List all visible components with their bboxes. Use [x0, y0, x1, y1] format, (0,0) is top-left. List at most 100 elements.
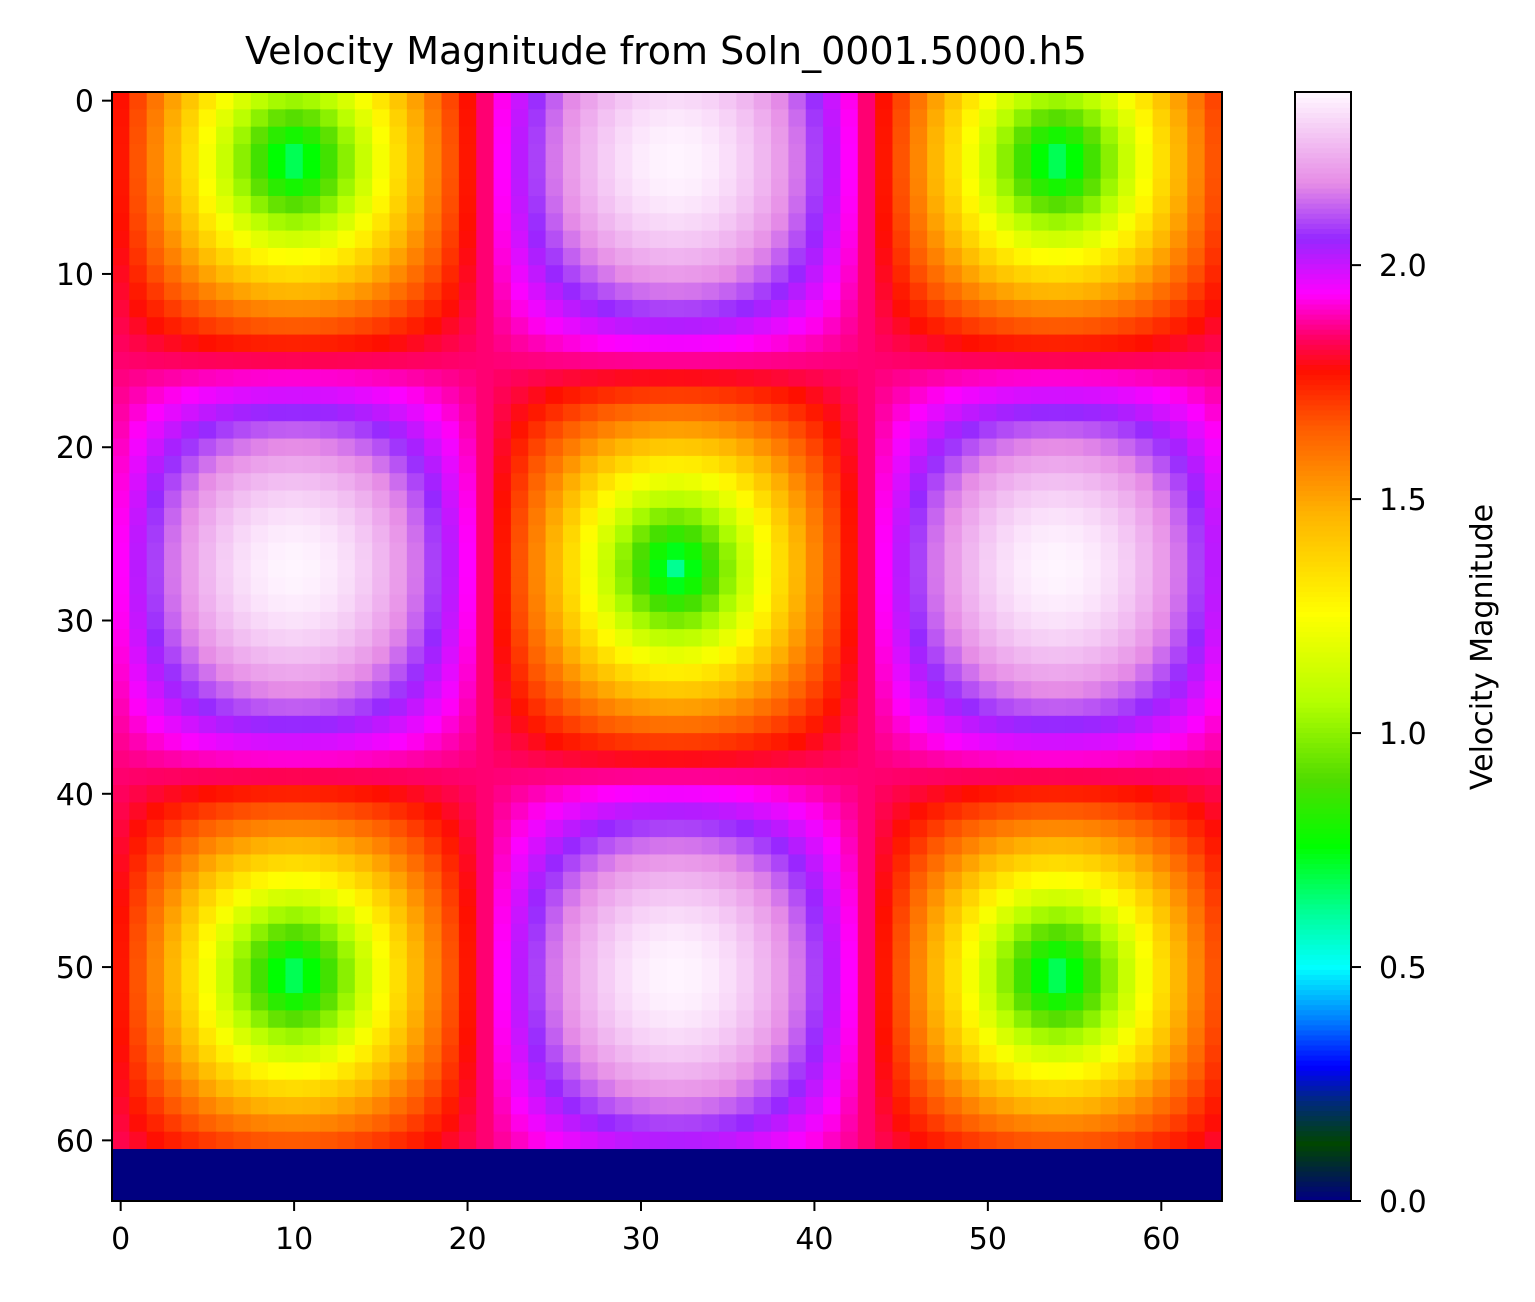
heatmap-cell [493, 871, 512, 890]
heatmap-cell [493, 767, 512, 786]
heatmap-cell [216, 767, 234, 786]
heatmap-cell [406, 334, 425, 353]
heatmap-cell [233, 525, 252, 544]
heatmap-cell [354, 889, 373, 908]
heatmap-cell [424, 1097, 443, 1115]
heatmap-cell [1065, 473, 1084, 492]
heatmap-cell [823, 837, 842, 856]
heatmap-cell [944, 178, 963, 197]
heatmap-cell [302, 1114, 321, 1133]
heatmap-cell [337, 1183, 356, 1202]
heatmap-cell [840, 334, 859, 353]
heatmap-cell [129, 230, 148, 249]
heatmap-cell [164, 126, 182, 145]
heatmap-cell [719, 1114, 737, 1133]
heatmap-cell [614, 889, 633, 908]
heatmap-cell [597, 317, 616, 336]
heatmap-cell [476, 195, 495, 214]
heatmap-cell [389, 681, 408, 700]
heatmap-cell [354, 247, 373, 266]
heatmap-cell [909, 386, 928, 405]
heatmap-cell [875, 871, 894, 890]
heatmap-cell [216, 663, 234, 682]
heatmap-cell [840, 421, 859, 440]
heatmap-cell [649, 490, 668, 509]
heatmap-cell [406, 421, 425, 440]
heatmap-cell [684, 663, 703, 682]
heatmap-cell [1187, 403, 1206, 422]
heatmap-cell [302, 265, 321, 284]
heatmap-cell [250, 334, 269, 353]
heatmap-cell [493, 386, 512, 405]
heatmap-cell [129, 1045, 148, 1063]
heatmap-cell [961, 438, 980, 457]
heatmap-cell [441, 941, 460, 960]
heatmap-cell [1169, 213, 1188, 232]
heatmap-cell [979, 473, 998, 492]
heatmap-cell [961, 941, 980, 960]
heatmap-cell [857, 1062, 876, 1081]
heatmap-cell [667, 317, 685, 336]
heatmap-cell [857, 1183, 876, 1202]
heatmap-cell [684, 473, 703, 492]
heatmap-cell [268, 1062, 287, 1081]
heatmap-cell [1083, 958, 1102, 977]
heatmap-cell [875, 958, 894, 977]
heatmap-cell [476, 733, 495, 752]
heatmap-cell [372, 525, 391, 544]
heatmap-cell [146, 611, 165, 630]
heatmap-cell [545, 351, 564, 370]
heatmap-cell [545, 559, 564, 578]
colorbar-segment [1295, 656, 1351, 663]
heatmap-cell [424, 299, 443, 318]
heatmap-cell [112, 455, 130, 474]
heatmap-cell [875, 854, 894, 873]
heatmap-cell [1117, 525, 1136, 544]
heatmap-cell [719, 785, 737, 804]
colorbar-segment [1295, 248, 1351, 255]
heatmap-cell [597, 143, 616, 162]
heatmap-cell [857, 767, 876, 786]
heatmap-cell [961, 161, 980, 180]
colorbar-segment [1295, 621, 1351, 628]
heatmap-cell [146, 577, 165, 596]
heatmap-cell [892, 265, 911, 284]
heatmap-cell [406, 1183, 425, 1202]
heatmap-cell [1152, 1131, 1171, 1150]
heatmap-cell [337, 993, 356, 1011]
heatmap-cell [927, 438, 946, 457]
heatmap-cell [909, 403, 928, 422]
heatmap-cell [840, 750, 859, 769]
heatmap-cell [372, 386, 391, 405]
heatmap-cell [372, 1027, 391, 1046]
heatmap-cell [1100, 109, 1119, 128]
heatmap-cell [406, 299, 425, 318]
heatmap-cell [667, 351, 685, 370]
heatmap-cell [944, 490, 963, 509]
heatmap-cell [719, 577, 737, 596]
heatmap-cell [736, 195, 755, 214]
heatmap-cell [649, 941, 668, 960]
heatmap-cell [458, 594, 477, 613]
heatmap-cell [840, 455, 859, 474]
heatmap-cell [788, 837, 807, 856]
heatmap-cell [389, 1149, 408, 1167]
heatmap-cell [1048, 473, 1067, 492]
heatmap-cell [510, 819, 529, 838]
heatmap-cell [181, 1045, 200, 1063]
colorbar-segment [1295, 1175, 1351, 1182]
colorbar-segment [1295, 480, 1351, 486]
heatmap-cell [1083, 1027, 1102, 1046]
heatmap-cell [129, 317, 148, 336]
heatmap-cell [753, 213, 772, 232]
heatmap-cell [164, 559, 182, 578]
heatmap-cell [892, 611, 911, 630]
heatmap-cell [805, 611, 824, 630]
heatmap-cell [441, 733, 460, 752]
heatmap-cell [771, 802, 789, 821]
heatmap-cell [406, 1131, 425, 1150]
heatmap-cell [857, 213, 876, 232]
heatmap-cell [1100, 1131, 1119, 1150]
heatmap-cell [892, 629, 911, 648]
heatmap-cell [875, 490, 894, 509]
